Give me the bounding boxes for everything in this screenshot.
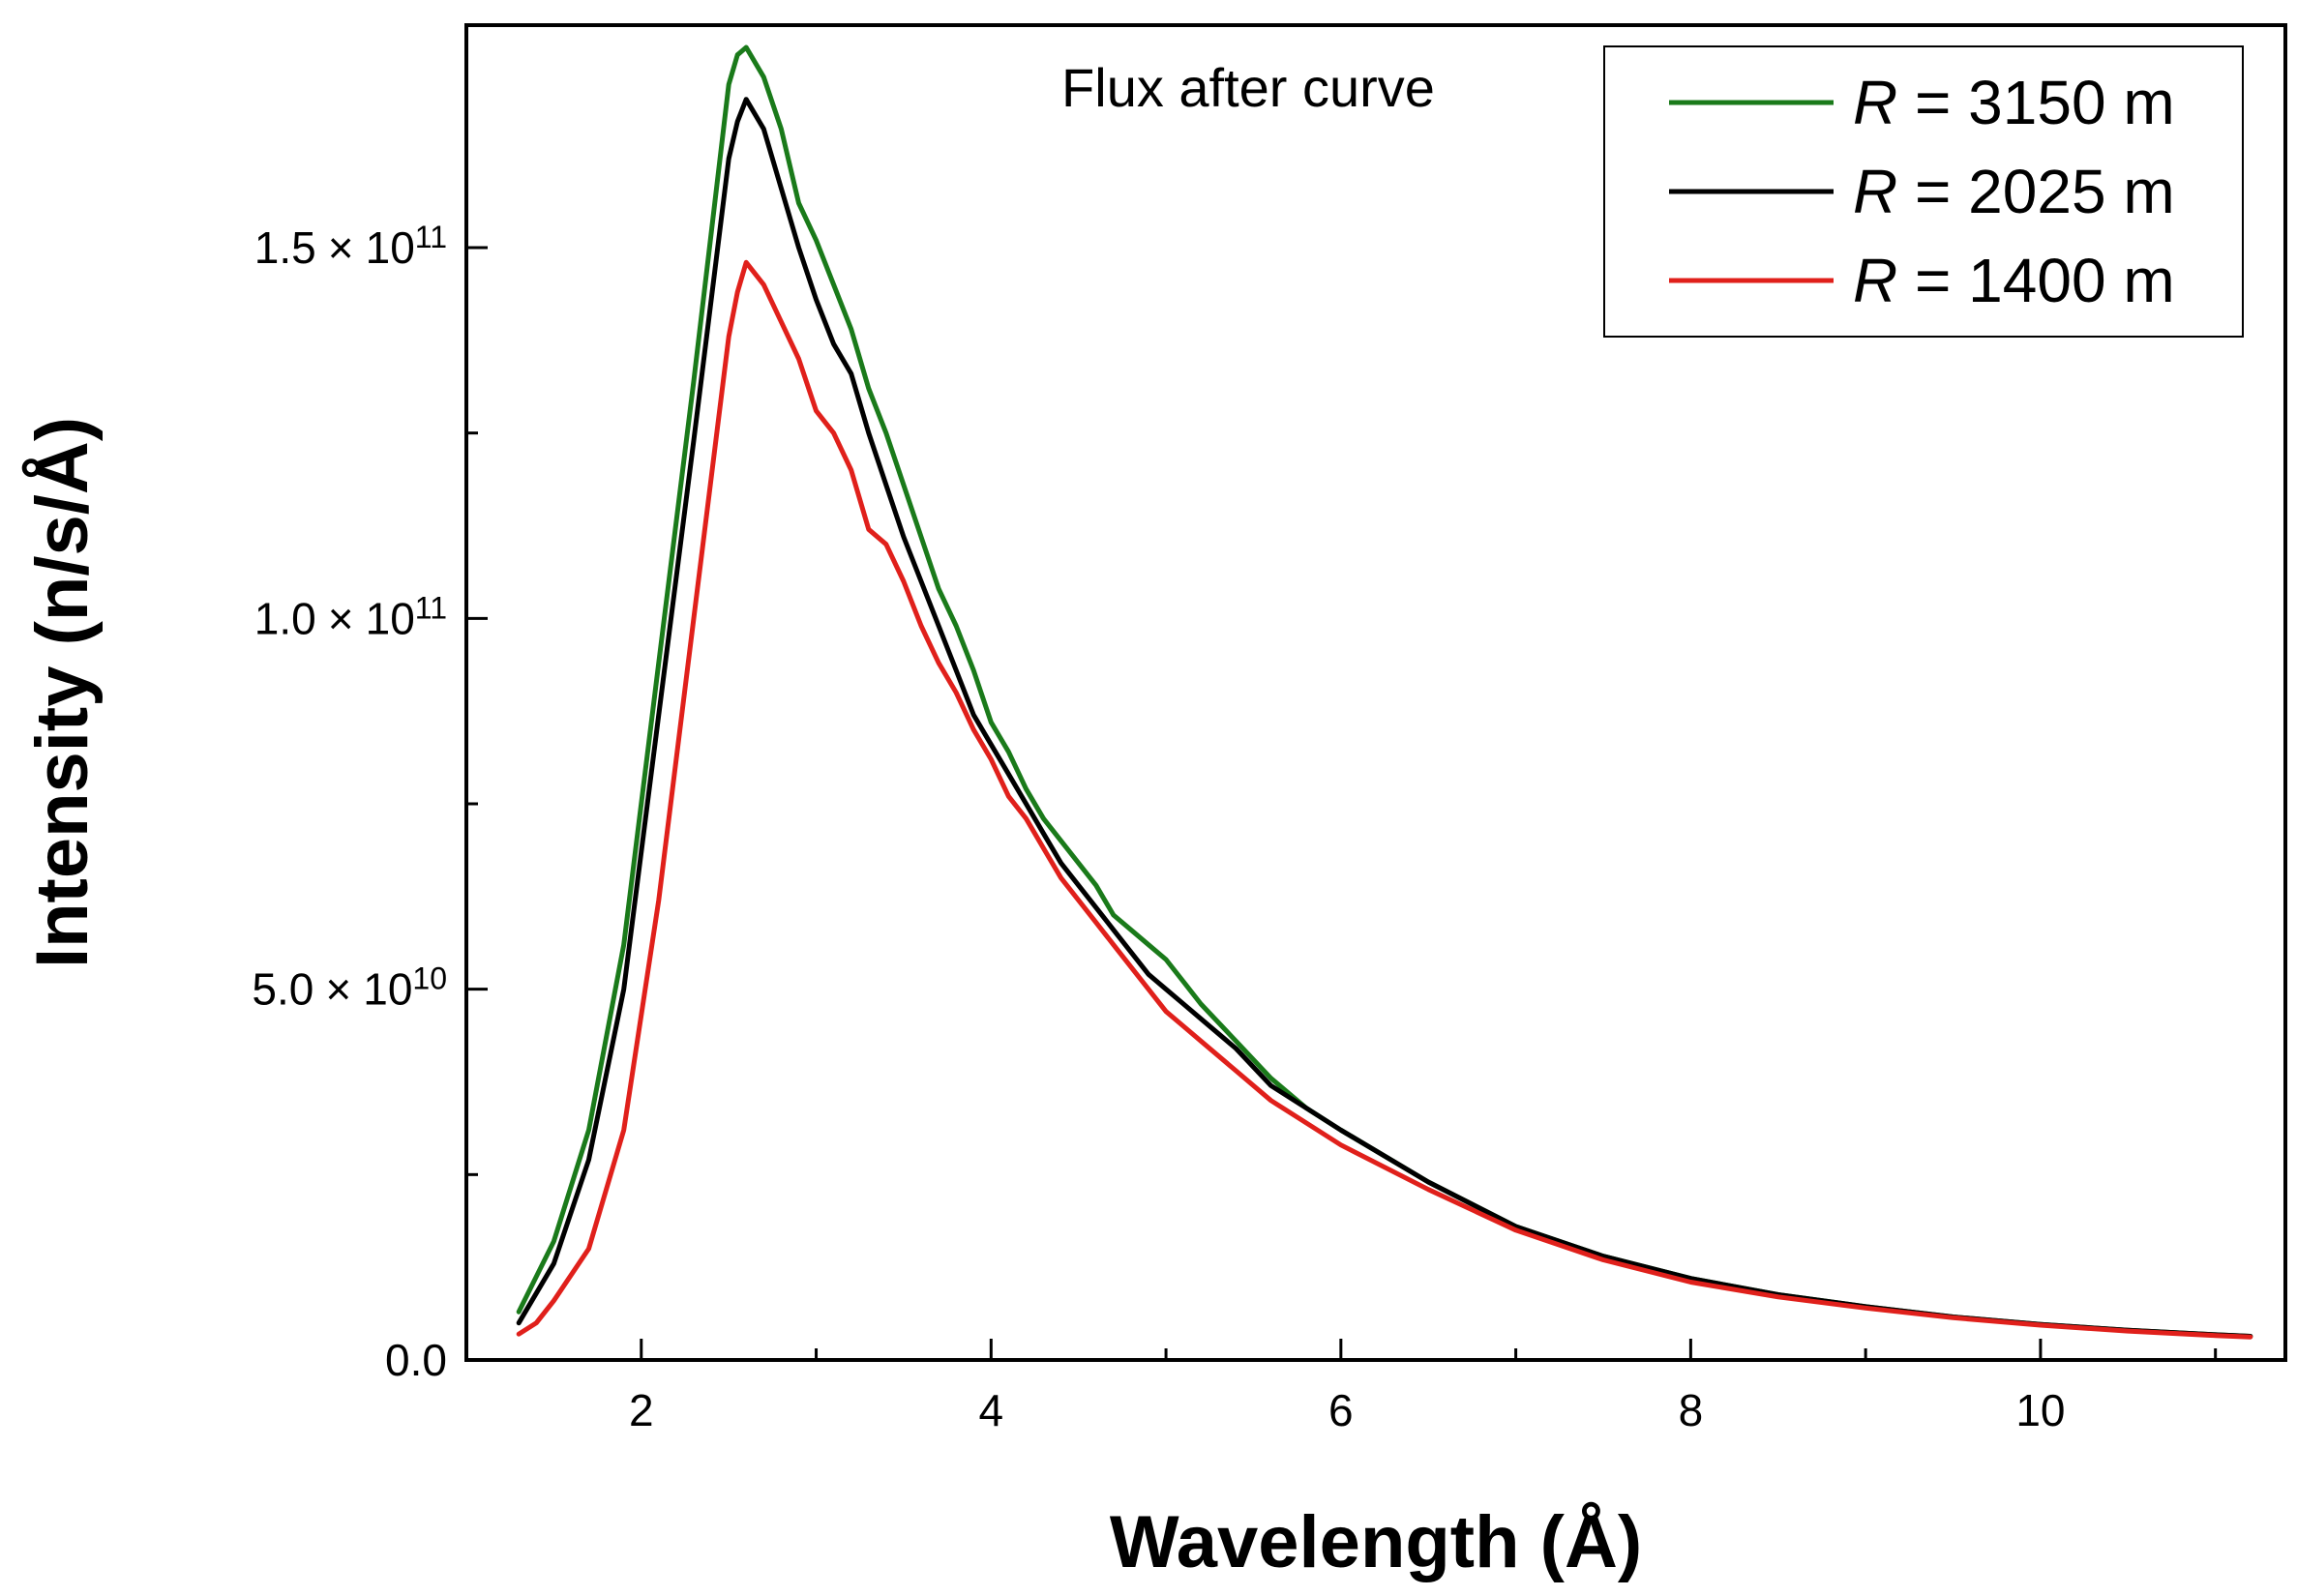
y-tick-mantissa: 0.0 [385, 1335, 447, 1385]
legend-label-2: R = 2025 m [1853, 157, 2175, 226]
y-axis-title: Intensity (n/s/Å) [21, 417, 104, 968]
y-tick-base: 10 [366, 593, 415, 643]
y-tick-exponent: 11 [415, 220, 447, 254]
y-tick-label: 1.5 × 1011 [254, 220, 447, 273]
y-tick-label: 1.0 × 1011 [254, 590, 447, 643]
legend-label-3: R = 1400 m [1853, 246, 2175, 315]
y-tick-mantissa: 5.0 [252, 964, 313, 1015]
legend-label-value: = 2025 m [1897, 157, 2174, 226]
legend: R = 3150 mR = 2025 mR = 1400 m [1603, 45, 2244, 338]
y-tick-label: 0.0 [385, 1335, 447, 1385]
y-tick-exponent: 10 [412, 961, 447, 996]
y-tick-mantissa: 1.0 [254, 593, 316, 643]
legend-label-variable: R [1853, 246, 1897, 315]
x-tick-label: 4 [979, 1385, 1004, 1435]
legend-label-value: = 3150 m [1897, 68, 2174, 137]
series-line-2 [516, 97, 2253, 1339]
x-axis: 2 4 6 8 10 [629, 1339, 2218, 1435]
x-tick-label: 2 [629, 1385, 654, 1435]
y-tick-base: 10 [363, 964, 412, 1015]
y-tick-label: 5.0 × 1010 [252, 961, 447, 1015]
series-line-3 [516, 259, 2253, 1340]
legend-items: R = 3150 mR = 2025 mR = 1400 m [1669, 68, 2175, 315]
y-tick-times: × [328, 222, 354, 273]
y-tick-times: × [325, 964, 351, 1015]
legend-label-1: R = 3150 m [1853, 68, 2175, 137]
y-tick-mantissa: 1.5 [254, 222, 316, 273]
y-tick-base: 10 [366, 222, 415, 273]
x-axis-title: Wavelength (Å) [1110, 1501, 1642, 1583]
legend-label-variable: R [1853, 68, 1897, 137]
legend-label-value: = 1400 m [1897, 246, 2174, 315]
y-tick-times: × [328, 593, 354, 643]
legend-label-variable: R [1853, 157, 1897, 226]
x-tick-label: 6 [1328, 1385, 1354, 1435]
y-tick-exponent: 11 [415, 590, 447, 625]
x-tick-label: 10 [2015, 1385, 2065, 1435]
chart-title: Flux after curve [1061, 57, 1435, 118]
x-tick-label: 8 [1679, 1385, 1704, 1435]
plot-frame [464, 23, 2287, 1362]
series-layer [516, 44, 2253, 1340]
